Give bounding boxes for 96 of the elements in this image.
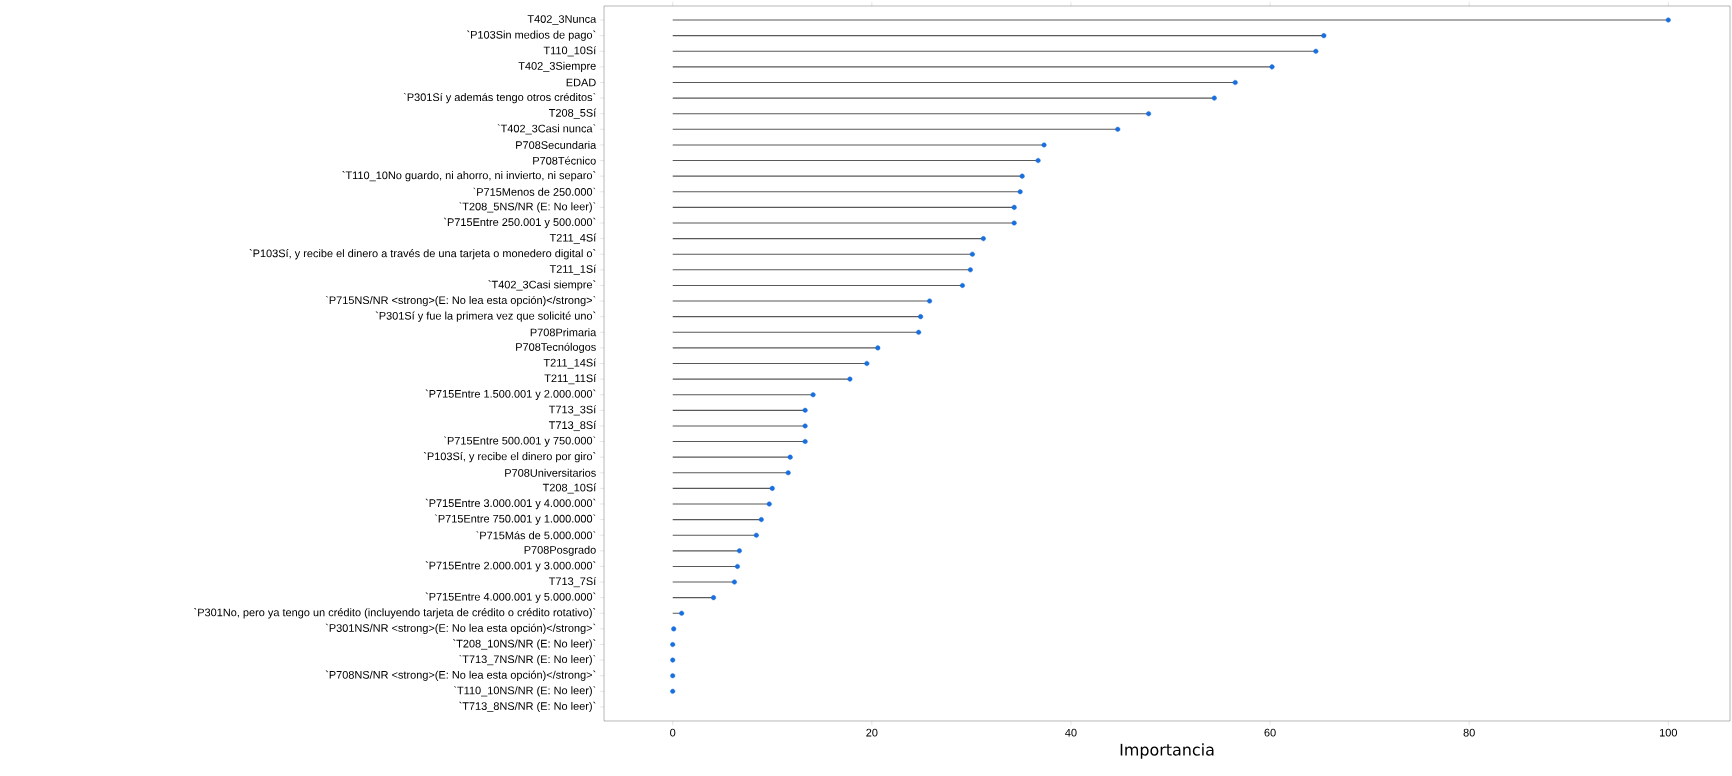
y-tick-label: T402_3Nunca (527, 15, 597, 25)
point (980, 236, 986, 242)
y-tick-label: `P103Sí, y recibe el dinero por giro` (423, 452, 596, 463)
point (967, 267, 973, 273)
y-tick-label: `P301Sí y fue la primera vez que solicité uno` (375, 311, 596, 322)
y-tick-label: T211_14Sí (543, 358, 597, 369)
y-tick-label: `P715Entre 1.500.001 y 2.000.000` (425, 389, 596, 400)
y-tick-label: `P715Menos de 250.000` (473, 187, 596, 196)
point (670, 673, 676, 679)
y-tick-label: T110_10Sí (543, 46, 597, 57)
x-axis-title: Importancia (1120, 743, 1214, 759)
y-tick-label: `T713_8NS/NR (E: No leer)` (459, 701, 596, 713)
y-tick-label: `P715Entre 2.000.001 y 3.000.000` (425, 561, 596, 572)
point (711, 595, 717, 601)
y-tick-label: `P715NS/NR <strong>(E: No lea esta opción)</strong>` (325, 295, 596, 307)
point (802, 423, 808, 429)
point (753, 532, 759, 538)
point (864, 361, 870, 366)
point (927, 298, 933, 304)
y-tick-label: `P715Entre 250.001 y 500.000` (443, 217, 596, 229)
point (1321, 33, 1327, 39)
y-tick-label: `P301No, pero ya tengo un crédito (incluyendo tarjeta de crédito o crédito rotativo)` (194, 608, 596, 619)
y-tick-label: `P103Sin medios de pago` (467, 30, 596, 41)
y-tick-label: P708Técnico (533, 156, 596, 165)
point (1269, 64, 1275, 70)
y-tick-label: T211_11Sí (544, 373, 597, 385)
point (766, 501, 772, 507)
point (802, 439, 808, 445)
point (1115, 126, 1121, 132)
point (1232, 79, 1238, 85)
y-tick-label: `T402_3Casi nunca` (497, 124, 596, 135)
point (679, 610, 685, 616)
y-tick-label: `P715Más de 5.000.000` (476, 531, 596, 540)
y-tick-label: `P103Sí, y recibe el dinero a través de una tarjeta o monedero digital o` (249, 249, 596, 260)
y-tick-label: `P708NS/NR <strong>(E: No lea esta opción)</strong>` (325, 670, 596, 681)
point (769, 485, 775, 491)
point (1665, 17, 1671, 23)
y-tick-label: `P301Sí y además tengo otros créditos` (403, 92, 596, 104)
y-tick-label: T211_4Sí (549, 233, 597, 244)
point (847, 376, 853, 382)
point (1313, 48, 1319, 54)
y-tick-label: T208_10Sí (542, 483, 597, 494)
y-tick-label: T402_3Siempre (518, 61, 596, 72)
y-tick-label: `T713_7NS/NR (E: No leer)` (459, 654, 596, 666)
y-tick-label: T713_8Sí (548, 420, 597, 432)
y-tick-label: `P715Entre 4.000.001 y 5.000.000` (425, 592, 596, 603)
y-tick-label: `P715Entre 3.000.001 y 4.000.000` (425, 498, 596, 510)
point (670, 657, 676, 663)
y-tick-label: `T402_3Casi siempre` (488, 280, 596, 291)
y-tick-label: `T208_5NS/NR (E: No leer)` (459, 202, 596, 213)
point (1019, 173, 1025, 179)
y-tick-label: EDAD (566, 78, 596, 87)
point (1211, 95, 1217, 101)
x-tick-label: 100 (1659, 728, 1677, 737)
x-tick-label: 40 (1065, 728, 1077, 737)
y-tick-label: `T110_10NS/NR (E: No leer)` (453, 686, 596, 697)
point (1041, 142, 1047, 148)
point (787, 454, 793, 460)
point (810, 392, 816, 398)
point (671, 626, 677, 632)
y-tick-label: P708Secundaria (516, 140, 597, 149)
y-tick-label: P708Posgrado (524, 545, 596, 556)
point (785, 470, 791, 476)
point (1035, 158, 1041, 164)
y-tick-label: T208_5Sí (548, 108, 597, 119)
point (959, 282, 965, 288)
y-tick-label: `P715Entre 750.001 y 1.000.000` (434, 514, 596, 525)
point (1011, 204, 1017, 210)
x-tick-label: 60 (1264, 728, 1276, 737)
y-tick-label: T211_1Sí (549, 264, 597, 275)
point (670, 688, 676, 694)
x-tick-label: 20 (866, 728, 878, 737)
y-tick-label: `P301NS/NR <strong>(E: No lea esta opción)</strong>` (325, 623, 596, 635)
point (758, 517, 764, 523)
point (736, 548, 742, 554)
y-tick-label: `T208_10NS/NR (E: No leer)` (453, 639, 596, 650)
point (670, 642, 676, 647)
y-tick-label: P708Universitarios (505, 468, 596, 477)
x-tick-label: 80 (1463, 728, 1475, 737)
point (1146, 111, 1152, 117)
y-tick-label: `P715Entre 500.001 y 750.000` (443, 436, 596, 447)
point (1011, 220, 1017, 226)
y-tick-label: T713_3Sí (548, 405, 597, 416)
point (875, 345, 881, 351)
y-tick-label: P708Primaria (530, 328, 597, 337)
x-tick-label: 0 (670, 728, 676, 737)
y-tick-label: P708Tecnólogos (516, 342, 596, 354)
point (1017, 189, 1023, 195)
point (916, 329, 922, 335)
point (731, 579, 737, 585)
point (969, 251, 975, 257)
point (802, 407, 808, 413)
point (734, 563, 740, 569)
y-tick-label: T713_7Sí (548, 576, 597, 588)
point (918, 314, 924, 320)
y-tick-label: `T110_10No guardo, ni ahorro, ni invierto, ni separo` (342, 170, 596, 182)
